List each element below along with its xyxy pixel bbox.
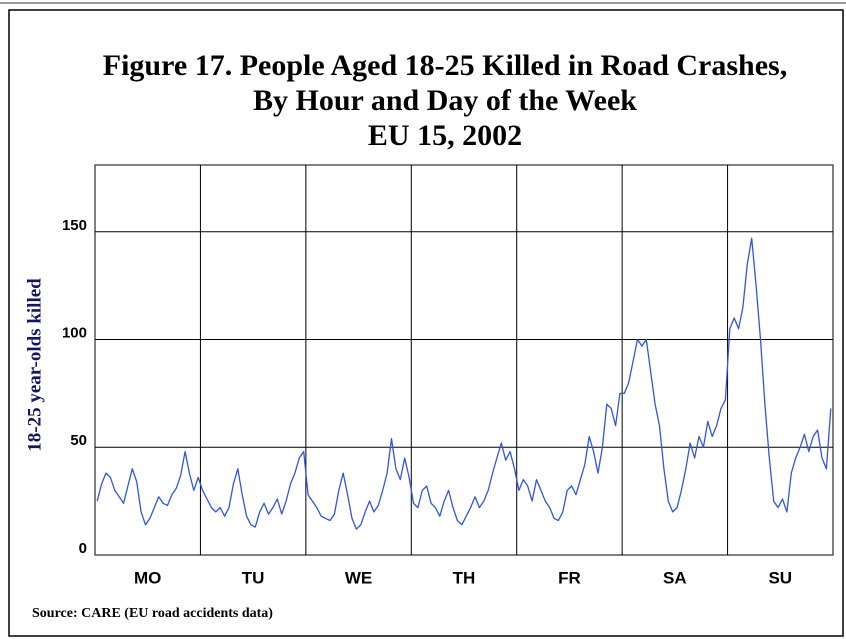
y-tick-label: 100: [62, 324, 87, 341]
data-line: [96, 237, 832, 530]
y-axis-label: 18-25 year-olds killed: [24, 278, 45, 452]
y-tick-label: 50: [70, 432, 87, 449]
chart-subtitle: EU 15, 2002: [368, 119, 522, 152]
x-tick-label: SA: [663, 568, 687, 587]
x-tick-label: TH: [453, 568, 476, 587]
chart-title: Figure 17. People Aged 18-25 Killed in R…: [103, 49, 787, 82]
x-tick-label: SU: [768, 568, 792, 587]
y-tick-label: 0: [79, 540, 87, 557]
x-tick-label: WE: [345, 568, 372, 587]
x-tick-label: MO: [134, 568, 161, 587]
chart-subtitle: By Hour and Day of the Week: [253, 84, 637, 117]
y-tick-label: 150: [62, 217, 87, 234]
x-tick-label: TU: [242, 568, 265, 587]
frame: [8, 9, 844, 637]
x-tick-label: FR: [558, 568, 581, 587]
source-note: Source: CARE (EU road accidents data): [32, 606, 273, 621]
